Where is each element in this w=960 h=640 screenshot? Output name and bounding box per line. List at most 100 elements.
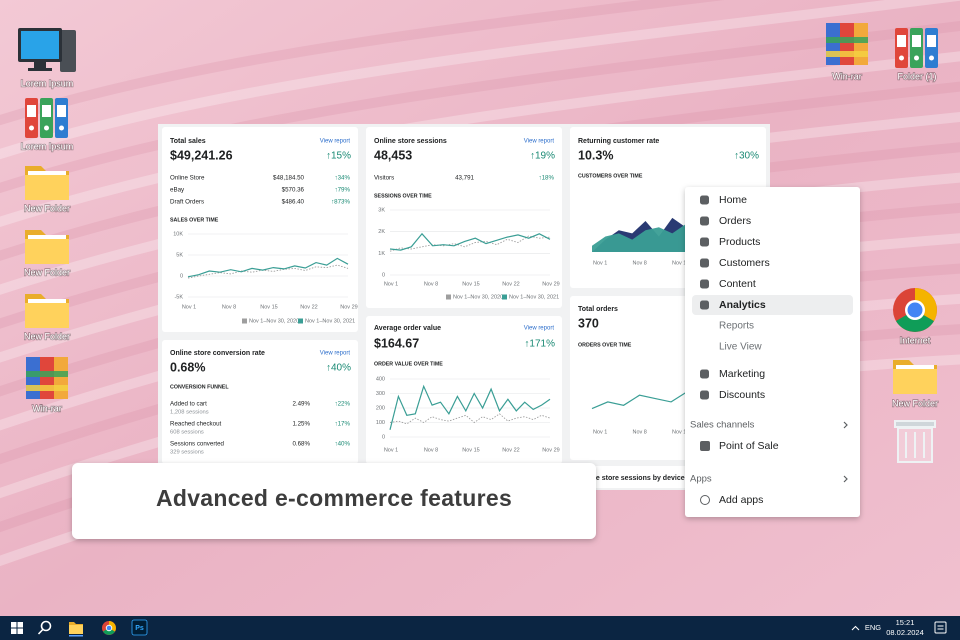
view-report-link[interactable]: View report [320,139,351,145]
search-button-part[interactable] [37,628,44,635]
menu-section[interactable]: Sales channels [690,420,755,431]
language[interactable]: ENG [865,623,881,632]
funnel-sessions: 608 sessions [170,430,204,436]
photoshop-button[interactable] [131,619,148,636]
nav-menu: Home Orders Products Customers Content Analyt… [685,187,860,517]
menu-item[interactable]: Point of Sale [719,440,779,452]
winrar-icon[interactable] [26,357,68,399]
start-button-part[interactable] [17,622,24,628]
card [366,127,562,308]
card-title: Total sales [170,138,206,145]
icon-label[interactable]: New Folder [23,331,71,343]
icon-label[interactable]: Win-rar [32,403,63,415]
icon-label[interactable]: Folder (1) [897,71,938,83]
folder-icon[interactable] [25,230,69,264]
menu-item[interactable]: Reports [719,321,754,332]
funnel-rate: 1.25% [292,421,310,428]
x-tick-label: Nov 1 [182,304,196,310]
taskbar: Ps ENG 15:21 08.02.2024 [0,616,960,640]
chrome-icon-part[interactable] [896,310,934,332]
y-tick-label: 100 [376,420,385,426]
folder-icon[interactable] [893,360,937,394]
clock-date[interactable]: 08.02.2024 [886,628,924,637]
icon-label[interactable]: New Folder [23,203,71,215]
notification-button-part[interactable] [934,621,947,634]
menu-item[interactable]: Orders [719,215,751,227]
tray-chevron[interactable] [851,625,860,631]
view-report-link[interactable]: View report [320,351,351,357]
chrome-icon[interactable] [893,288,937,332]
menu-icon [700,216,709,226]
chrome-button-part[interactable] [106,625,112,631]
menu-item[interactable]: Products [719,236,760,248]
start-button-part[interactable] [11,622,17,628]
card-change: ↑40% [326,363,351,374]
menu-icon [700,441,710,451]
chrome-button-part[interactable] [103,628,115,635]
view-report-link[interactable]: View report [524,139,555,145]
icon-label[interactable]: New Folder [891,398,939,410]
funnel-step: Added to cart [170,401,207,408]
chrome-button[interactable] [102,621,116,635]
row-change: ↑873% [331,199,350,206]
clock-time[interactable]: 15:21 [896,618,915,627]
funnel-change: ↑17% [335,421,351,428]
menu-icon [700,369,709,379]
x-tick-label: Nov 22 [502,281,519,287]
notification-button[interactable] [934,621,947,634]
menu-icon [700,300,709,310]
row-value: $48,184.50 [273,175,305,182]
explorer-button-part[interactable] [69,635,83,637]
menu-item[interactable]: Home [719,194,747,206]
chevron[interactable] [843,421,848,429]
line [389,413,551,425]
row-value: $570.36 [282,187,305,194]
start-button-part[interactable] [17,628,24,635]
explorer-button-part[interactable] [69,625,83,634]
menu-item[interactable]: Marketing [719,368,765,380]
folder-icon[interactable] [25,166,69,200]
search-button-part[interactable] [40,620,52,632]
card-value: 48,453 [374,148,412,162]
card-change: ↑171% [524,339,555,350]
funnel-sessions: 329 sessions [170,450,204,456]
funnel-sessions: 1,208 sessions [170,410,209,416]
trash-icon[interactable] [894,420,936,463]
menu-item[interactable]: Analytics [719,299,766,311]
menu-item[interactable]: Content [719,278,756,290]
binder-icon[interactable] [895,28,938,68]
explorer-button[interactable] [69,622,83,637]
menu-icon [700,195,709,205]
menu-section[interactable]: Apps [690,474,712,485]
menu-item[interactable]: Discounts [719,389,765,401]
view-report-link[interactable]: View report [524,326,555,332]
y-tick-label: 1K [378,251,385,257]
row-label: Visitors [374,175,394,182]
chrome-icon-part[interactable] [907,302,923,318]
icon-label[interactable]: Internet [899,335,932,347]
card [162,127,358,332]
card-title: Average order value [374,325,441,332]
photoshop-label[interactable]: Ps [135,625,144,632]
icon-label[interactable]: Lorem Ipsum [20,78,74,90]
menu-item[interactable]: Add apps [719,494,763,506]
menu-item[interactable]: Live View [719,342,762,353]
menu-item[interactable]: Customers [719,257,770,269]
legend-label: Nov 1–Nov 30, 2020 [453,294,503,300]
start-button[interactable] [11,622,23,634]
row-label: Draft Orders [170,199,204,206]
folder-icon[interactable] [25,294,69,328]
icon-label[interactable]: Lorem Ipsum [20,141,74,153]
search-button[interactable] [37,620,52,635]
card-title: Online store conversion rate [170,350,265,357]
start-button-part[interactable] [11,628,17,635]
legend-swatch [502,294,507,300]
icon-label[interactable]: Win-rar [832,71,863,83]
binder-icon[interactable] [25,98,68,138]
funnel-rate: 0.68% [292,441,310,448]
chevron[interactable] [843,475,848,483]
winrar-icon[interactable] [826,23,868,65]
trash-icon-part[interactable] [894,420,936,428]
x-tick-label: Nov 29 [340,304,357,310]
icon-label[interactable]: New Folder [23,267,71,279]
